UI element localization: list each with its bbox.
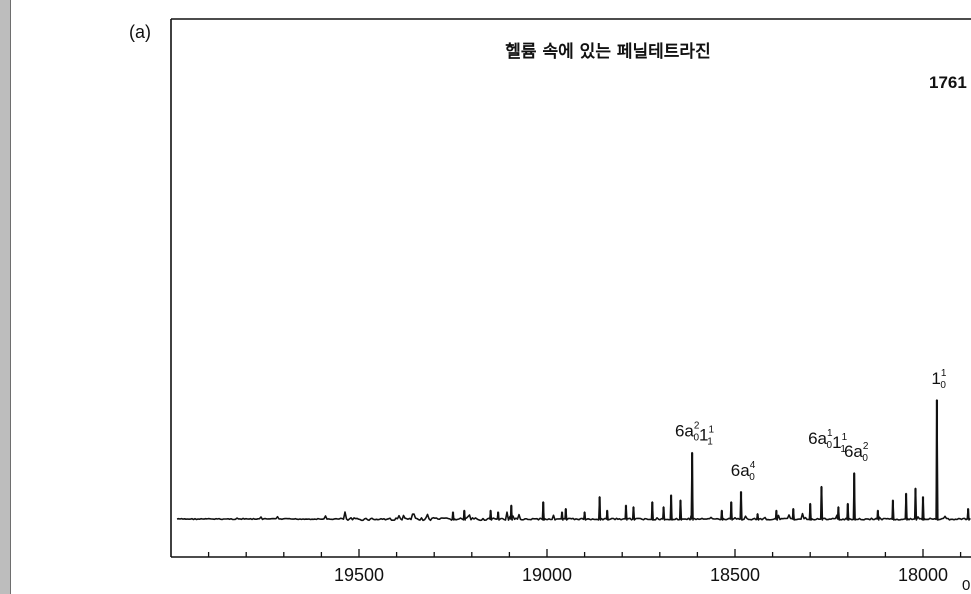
- axis-edge-label: 0: [962, 577, 970, 594]
- peak-label: 6a1 011 1: [808, 428, 848, 455]
- peak-label: 11 0: [931, 368, 946, 391]
- peak-labels: 6a201116a406a201106a206a106a10111: [675, 368, 947, 483]
- x-axis-tick-labels: 19500 19000 18500 18000: [334, 565, 948, 585]
- x-tick-label: 19000: [522, 565, 572, 585]
- panel-label: (a): [129, 22, 151, 42]
- window-edge-strip: [0, 0, 11, 594]
- peak-label: 6a4 0: [731, 460, 756, 483]
- x-tick-label: 18500: [710, 565, 760, 585]
- x-tick-label: 19500: [334, 565, 384, 585]
- spectrum-trace: [176, 399, 971, 522]
- chart-title: 헬륨 속에 있는 페닐테트라진: [505, 42, 710, 62]
- x-tick-label: 18000: [898, 565, 948, 585]
- x-axis-ticks: [207, 549, 962, 557]
- peak-label: 6a2 011 1: [675, 421, 715, 448]
- corner-wavenumber-label: 1761: [929, 73, 967, 92]
- peak-label: 6a2 0: [844, 441, 869, 464]
